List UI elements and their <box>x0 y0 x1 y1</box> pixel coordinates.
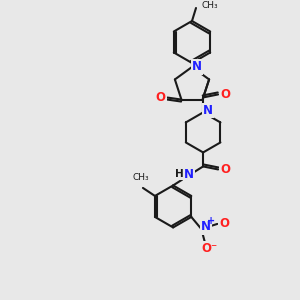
Text: N: N <box>201 220 211 233</box>
Text: H: H <box>175 169 184 179</box>
Text: O: O <box>219 218 229 230</box>
Text: O⁻: O⁻ <box>201 242 218 255</box>
Text: O: O <box>220 163 230 176</box>
Text: CH₃: CH₃ <box>201 2 217 10</box>
Text: +: + <box>207 216 215 226</box>
Text: N: N <box>184 168 194 181</box>
Text: O: O <box>155 91 165 104</box>
Text: N: N <box>192 61 202 74</box>
Text: O: O <box>220 88 230 101</box>
Text: N: N <box>203 104 213 117</box>
Text: CH₃: CH₃ <box>133 173 149 182</box>
